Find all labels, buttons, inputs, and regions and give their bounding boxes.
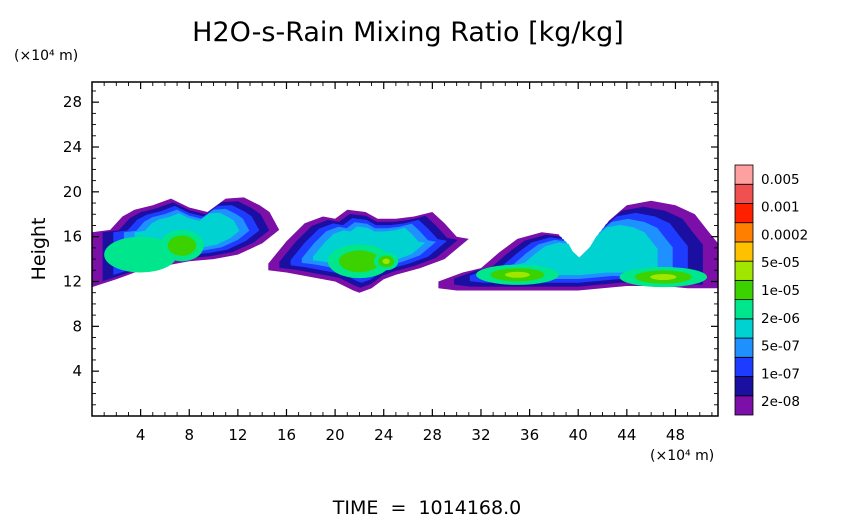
- cloud-right-core-0: [505, 271, 530, 278]
- y-tick-label: 28: [63, 93, 82, 111]
- colorbar-swatch: [734, 260, 754, 281]
- cloud-left: [92, 197, 280, 288]
- x-tick-label: 28: [423, 426, 442, 444]
- y-tick-label: 8: [72, 317, 82, 335]
- colorbar-swatch: [734, 183, 754, 204]
- y-tick-label: 12: [63, 273, 82, 291]
- x-tick-label: 16: [277, 426, 296, 444]
- x-axis-unit: (×10⁴ m): [650, 448, 714, 464]
- cloud-middle-core-0: [338, 250, 380, 273]
- colorbar-swatch: [734, 279, 754, 301]
- y-tick-label: 24: [63, 138, 82, 156]
- x-tick-label: 20: [326, 426, 345, 444]
- x-tick-label: 8: [184, 426, 194, 444]
- plot-area-frame: [91, 81, 719, 417]
- y-tick-label: 4: [72, 362, 82, 380]
- y-tick-label: 20: [63, 183, 82, 201]
- colorbar-label: 0.001: [761, 200, 800, 216]
- colorbar-label: 1e-07: [761, 366, 800, 382]
- colorbar-label: 0.0002: [761, 227, 808, 243]
- colorbar-swatch: [734, 318, 754, 339]
- cloud-left-core-0: [104, 236, 178, 273]
- y-axis-ticks: 4 8 12 16 20 24 28: [63, 90, 718, 406]
- x-tick-label: 12: [228, 426, 247, 444]
- x-tick-label: 44: [617, 426, 636, 444]
- x-tick-label: 40: [569, 426, 588, 444]
- colorbar-swatch: [734, 222, 754, 243]
- y-tick-label: 16: [63, 228, 82, 246]
- colorbar-label: 2e-06: [761, 311, 800, 327]
- colorbar-swatch: [734, 299, 754, 320]
- time-readout: TIME = 1014168.0: [332, 497, 521, 519]
- colorbar-label: 5e-07: [761, 339, 800, 355]
- colorbar-swatch: [734, 241, 754, 262]
- data-field-layer: [92, 197, 718, 293]
- colorbar-swatch: [734, 376, 754, 397]
- x-tick-label: 32: [471, 426, 490, 444]
- cloud-right: [438, 200, 718, 291]
- cloud-left-core-1: [167, 235, 197, 256]
- colorbar-swatch: [734, 395, 754, 416]
- cloud-middle: [268, 209, 469, 293]
- colorbar-label: 2e-08: [761, 394, 800, 410]
- cloud-right-core-1: [650, 273, 677, 281]
- x-tick-label: 48: [666, 426, 685, 444]
- x-tick-label: 36: [520, 426, 539, 444]
- colorbar-swatch: [734, 164, 754, 185]
- colorbar-swatch: [734, 337, 754, 358]
- colorbar: 2e-08 1e-07 5e-07 2e-06 1e-05 5e-05 0.0002 0.00…: [734, 164, 808, 416]
- x-tick-label: 24: [374, 426, 393, 444]
- x-axis-ticks: 4 8 12 16 20 24 28 32 36 40 44 48: [103, 82, 713, 444]
- y-axis-label: Height: [28, 218, 50, 281]
- chart-title: H2O-s-Rain Mixing Ratio [kg/kg]: [192, 17, 624, 48]
- x-tick-label: 4: [136, 426, 146, 444]
- colorbar-label: 1e-05: [761, 283, 800, 299]
- cloud-right-level-4: [501, 224, 658, 276]
- y-axis-unit: (×10⁴ m): [14, 48, 78, 64]
- colorbar-label: 0.005: [761, 172, 800, 188]
- colorbar-swatch: [734, 203, 754, 224]
- cloud-middle-core-1: [382, 258, 390, 265]
- colorbar-swatch: [734, 356, 754, 377]
- colorbar-label: 5e-05: [761, 255, 800, 271]
